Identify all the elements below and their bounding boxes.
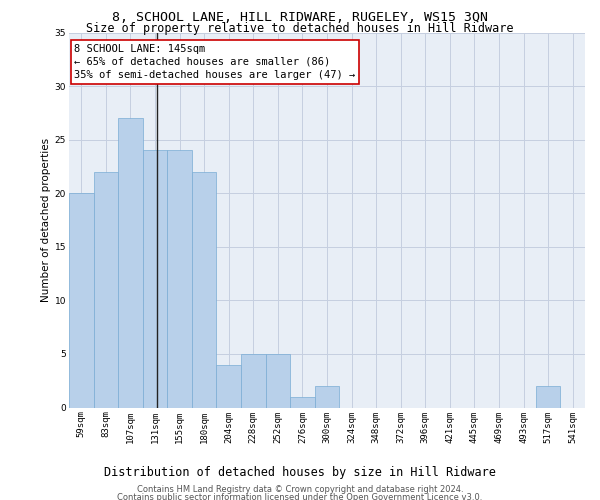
Text: Contains public sector information licensed under the Open Government Licence v3: Contains public sector information licen… — [118, 493, 482, 500]
Text: Size of property relative to detached houses in Hill Ridware: Size of property relative to detached ho… — [86, 22, 514, 35]
Bar — [290, 397, 315, 407]
Bar — [217, 364, 241, 408]
Bar — [266, 354, 290, 408]
Bar — [536, 386, 560, 407]
Bar — [167, 150, 192, 408]
Text: 8, SCHOOL LANE, HILL RIDWARE, RUGELEY, WS15 3QN: 8, SCHOOL LANE, HILL RIDWARE, RUGELEY, W… — [112, 11, 488, 24]
Text: Distribution of detached houses by size in Hill Ridware: Distribution of detached houses by size … — [104, 466, 496, 479]
Text: 8 SCHOOL LANE: 145sqm
← 65% of detached houses are smaller (86)
35% of semi-deta: 8 SCHOOL LANE: 145sqm ← 65% of detached … — [74, 44, 355, 80]
Bar — [192, 172, 217, 408]
Bar — [69, 193, 94, 408]
Y-axis label: Number of detached properties: Number of detached properties — [41, 138, 50, 302]
Bar — [315, 386, 339, 407]
Bar — [241, 354, 266, 408]
Bar — [143, 150, 167, 408]
Bar — [118, 118, 143, 408]
Text: Contains HM Land Registry data © Crown copyright and database right 2024.: Contains HM Land Registry data © Crown c… — [137, 485, 463, 494]
Bar — [94, 172, 118, 408]
